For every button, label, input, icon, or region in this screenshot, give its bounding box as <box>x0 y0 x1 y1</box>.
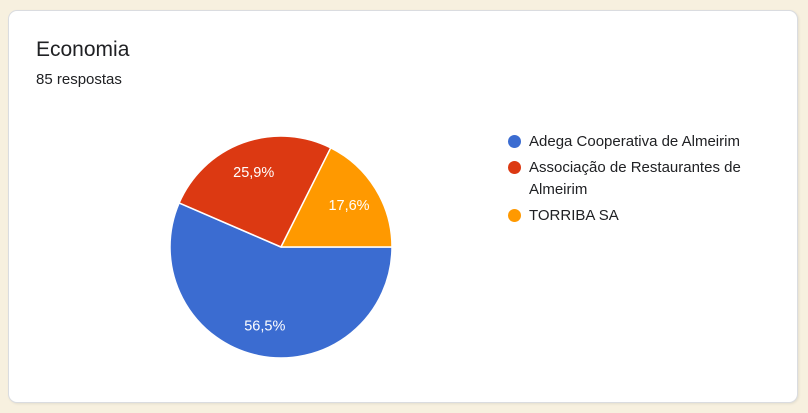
slice-percent-label-1: 25,9% <box>233 165 274 181</box>
slice-percent-label-0: 56,5% <box>244 318 285 334</box>
legend-label: Associação de Restaurantes de Almeirim <box>529 159 741 198</box>
chart-legend: Adega Cooperativa de Almeirim Associação … <box>508 131 770 231</box>
legend-item-0: Adega Cooperativa de Almeirim <box>508 131 770 153</box>
legend-label: TORRIBA SA <box>529 207 619 224</box>
responses-count: 85 respostas <box>36 71 122 88</box>
legend-dot-icon <box>508 135 521 148</box>
pie-slice-1[interactable] <box>178 135 332 248</box>
chart-title: Economia <box>36 38 130 61</box>
pie-slice-2[interactable] <box>280 147 393 248</box>
chart-card: Economia 85 respostas 56,5% 25,9% 17,6% Ad… <box>8 10 798 403</box>
legend-item-2: TORRIBA SA <box>508 205 770 227</box>
slice-percent-label-2: 17,6% <box>328 198 369 214</box>
legend-dot-icon <box>508 209 521 222</box>
pie-slice-0[interactable] <box>169 202 393 359</box>
legend-item-1: Associação de Restaurantes de Almeirim <box>508 157 770 201</box>
legend-dot-icon <box>508 161 521 174</box>
pie-chart: 56,5% 25,9% 17,6% <box>169 135 393 359</box>
legend-label: Adega Cooperativa de Almeirim <box>529 133 740 150</box>
